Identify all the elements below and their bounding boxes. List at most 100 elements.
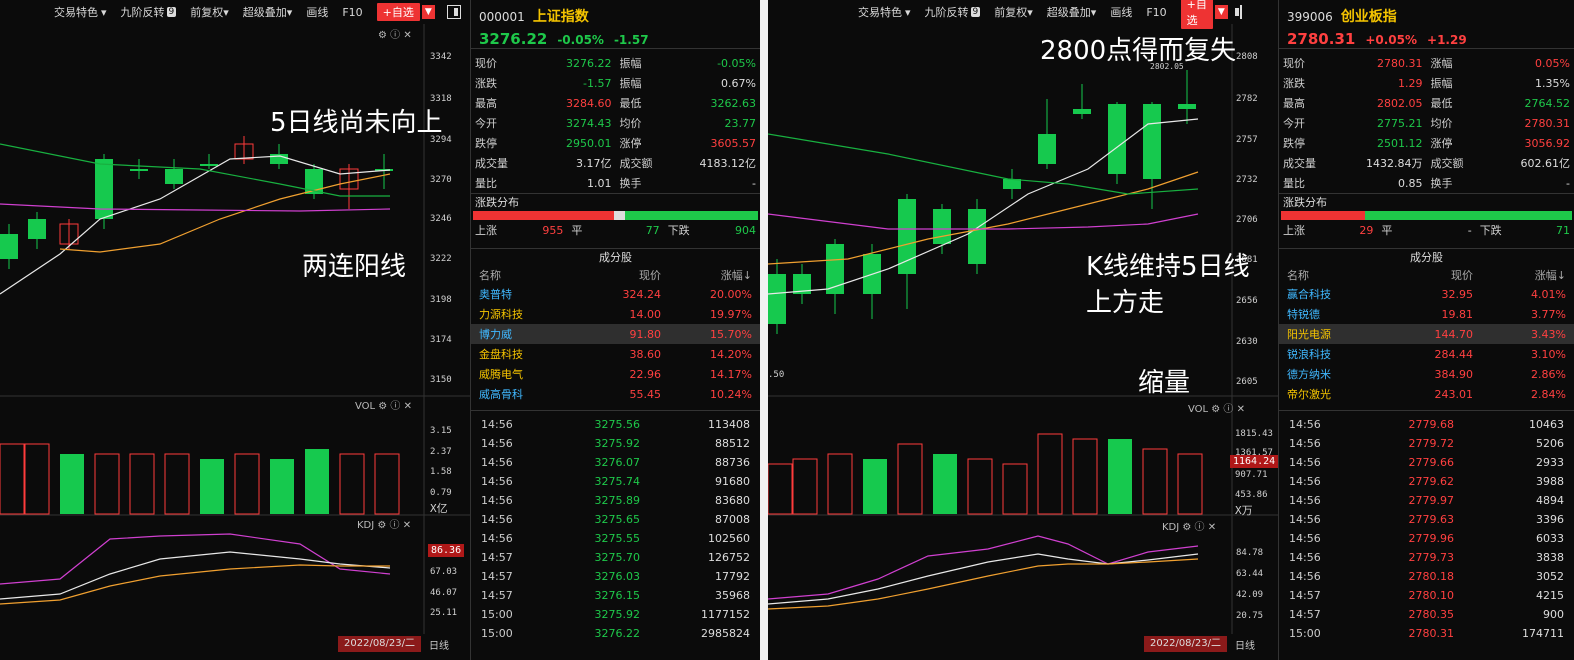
ma-line [768,213,1199,230]
ma-line [0,203,391,212]
quote-header: 000001 上证指数 3276.22 -0.05% -1.57 [471,0,760,48]
quote-field-row: 成交量 3.17亿 成交额 4183.12亿 [471,153,760,173]
tick-list: 14:56 2779.68 10463 14:56 2779.72 5206 14:56 27… [1279,410,1574,643]
layout-toggle-icon[interactable] [446,5,461,19]
down-count: 904 [735,223,757,237]
chevron-down-icon[interactable]: ▾ [1090,5,1097,19]
layout-toggle-icon[interactable] [1234,5,1242,19]
constituent-row[interactable]: 威高骨科 55.45 10.24% [471,384,760,404]
dist-bar [1281,211,1572,220]
candle-body [1108,104,1126,174]
constituent-row[interactable]: 帝尔激光 243.01 2.84% [1279,384,1574,404]
toolbar-trade-feature[interactable]: 交易特色 [858,6,902,19]
col-price[interactable]: 现价 [639,269,661,282]
chevron-down-icon[interactable]: ▾ [223,5,229,19]
stock-price: 144.70 [1434,327,1474,341]
tick-row: 14:56 2779.97 4894 [1279,491,1574,510]
price-axis-label: 3150 [430,375,452,385]
up-label: 上涨 [475,224,497,237]
quote-field-row: 涨跌 -1.57 振幅 0.67% [471,73,760,93]
settings-icon[interactable]: ⚙ ⓘ ✕ [378,30,412,41]
toolbar-draw[interactable]: 画线 [1110,6,1133,19]
chevron-down-icon[interactable]: ▾ [286,5,293,19]
tick-price: 2779.62 [1408,475,1455,488]
constituent-row[interactable]: 威腾电气 22.96 14.17% [471,364,760,384]
toolbar-overlay[interactable]: 超级叠加 [242,6,287,19]
tick-volume: 91680 [715,475,750,488]
quote-field-row: 跌停 2501.12 涨停 3056.92 [1279,133,1574,153]
toolbar-trade-feature[interactable]: 交易特色 [54,6,98,19]
field-label: 均价 [619,117,642,130]
ma-line [0,143,390,197]
field-label: 涨跌 [1283,77,1305,90]
tick-time: 14:56 [481,418,513,431]
tick-time: 14:56 [481,532,513,545]
constituent-row[interactable]: 博力威 91.80 15.70% [471,324,760,344]
col-price[interactable]: 现价 [1451,269,1473,282]
field-label: 成交量 [1283,157,1316,170]
volume-bar [164,453,190,515]
tick-row: 14:57 3276.03 17792 [471,567,760,586]
toolbar-adjust[interactable]: 前复权 [994,6,1028,19]
toolbar-adjust[interactable]: 前复权 [190,6,224,19]
kline-chart[interactable]: ⚙ ⓘ ✕ 3342 3318 3294 3270 3246 3222 3198… [0,24,470,660]
period-tab[interactable]: 日线 [429,640,450,652]
chevron-down-icon[interactable]: ▼ [1214,5,1228,19]
tick-price: 3275.89 [594,494,641,507]
chevron-down-icon[interactable]: ▾ [905,5,911,19]
constituent-row[interactable]: 阳光电源 144.70 3.43% [1279,324,1574,344]
col-name[interactable]: 名称 [1287,269,1309,282]
constituent-row[interactable]: 德方纳米 384.90 2.86% [1279,364,1574,384]
tick-time: 14:56 [481,437,513,450]
tick-volume: 4215 [1536,589,1564,602]
down-count: 71 [1556,223,1571,237]
constituent-row[interactable]: 奥普特 324.24 20.00% [471,284,760,304]
chevron-down-icon[interactable]: ▾ [101,5,107,19]
volume-bar [234,453,260,515]
change-pct: +0.05% [1365,33,1418,47]
constituent-row[interactable]: 特锐德 19.81 3.77% [1279,304,1574,324]
toolbar-nine-step[interactable]: 九阶反转 [924,6,969,19]
tick-row: 14:56 2779.66 2933 [1279,453,1574,472]
constituent-row[interactable]: 锐浪科技 284.44 3.10% [1279,344,1574,364]
candle-body [200,164,218,166]
ma-line [59,173,391,253]
add-watchlist-button[interactable]: +自选 [376,3,420,21]
candle-body [1038,134,1056,164]
stock-pct: 2.86% [1531,367,1566,381]
tick-price: 2780.10 [1408,589,1455,602]
toolbar-f10[interactable]: F10 [1146,5,1167,19]
constituent-row[interactable]: 金盘科技 38.60 14.20% [471,344,760,364]
constituent-row[interactable]: 力源科技 14.00 19.97% [471,304,760,324]
col-name[interactable]: 名称 [479,269,501,282]
field-label: 涨停 [1430,137,1453,150]
chart-toolbar: 交易特色 ▾ 九阶反转 9 前复权 ▾ 超级叠加 ▾ 画线 F10 +自选 ▼ [768,0,1242,29]
field-label: 成交额 [1430,157,1464,170]
toolbar-nine-step[interactable]: 九阶反转 [120,6,165,19]
tick-volume: 88512 [715,437,750,450]
toolbar-draw[interactable]: 画线 [306,6,329,19]
tick-volume: 4894 [1536,494,1564,507]
tick-volume: 113408 [708,418,750,431]
volume-bar [1142,448,1168,515]
price-axis-label: 3174 [430,335,452,345]
tick-list: 14:56 3275.56 113408 14:56 3275.92 88512 14:56… [471,410,760,643]
add-watchlist-button[interactable]: +自选 [1180,0,1213,29]
kline-chart[interactable]: 2808 2782 2757 2732 2706 2681 2656 2630 … [768,24,1279,660]
chevron-down-icon[interactable]: ▾ [1027,5,1033,19]
col-pct[interactable]: 涨幅↓ [720,269,752,282]
field-value: 2780.31 [1524,116,1571,130]
change: +1.29 [1427,33,1467,47]
chevron-down-icon[interactable]: ▼ [421,5,435,19]
toolbar-overlay[interactable]: 超级叠加 [1046,6,1091,19]
index-code: 000001 [479,10,525,24]
candle-body [933,209,951,244]
col-pct[interactable]: 涨幅↓ [1534,269,1566,282]
tick-row: 14:57 2780.35 900 [1279,605,1574,624]
period-tab[interactable]: 日线 [1235,640,1256,652]
constituent-row[interactable]: 赢合科技 32.95 4.01% [1279,284,1574,304]
price-axis-label: 2681 [1236,255,1258,265]
toolbar-f10[interactable]: F10 [342,5,363,19]
price: 2780.31 [1287,30,1356,48]
field-value: 3.17亿 [576,157,612,170]
